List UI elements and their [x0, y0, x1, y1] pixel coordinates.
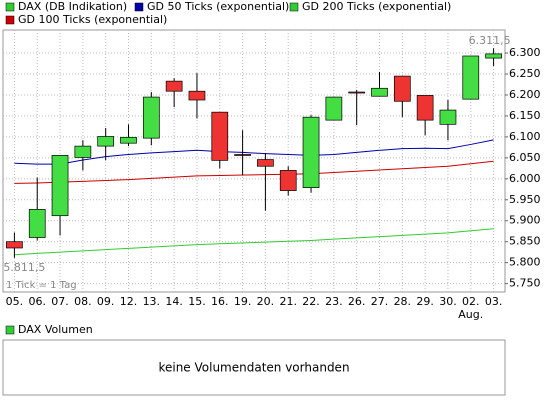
high-label: 6.311,5 — [469, 34, 511, 47]
y-tick-label: 6.000 — [509, 172, 541, 185]
x-tick-label: 23. — [325, 295, 343, 308]
y-tick-label: 5.850 — [509, 235, 541, 248]
x-tick-label: 26. — [348, 295, 366, 308]
legend-swatch — [5, 325, 15, 335]
moving-average-line — [14, 139, 494, 165]
legend-label: GD 50 Ticks (exponential) — [147, 0, 289, 13]
y-tick-label: 6.100 — [509, 130, 541, 143]
candle-body — [416, 95, 434, 121]
x-tick-label: 08. — [74, 295, 92, 308]
candle-body — [348, 91, 366, 94]
x-tick-label: 14. — [165, 295, 183, 308]
candle-body — [188, 90, 206, 101]
month-label: Aug. — [458, 308, 483, 321]
legend-label: DAX Volumen — [18, 323, 93, 336]
y-tick-label: 5.750 — [509, 277, 541, 290]
x-tick-label: 05. — [6, 295, 24, 308]
x-tick-label: 07. — [51, 295, 69, 308]
candle-body — [462, 55, 480, 100]
x-tick-label: 15. — [188, 295, 206, 308]
volume-area — [2, 339, 506, 396]
tick-note: 1 Tick = 1 Tag — [6, 280, 77, 291]
candle-body — [325, 96, 343, 121]
candle-body — [257, 159, 274, 167]
candle-body — [485, 53, 502, 59]
x-tick-label: 02. — [462, 295, 480, 308]
candle-body — [51, 154, 69, 217]
low-label: 5.811,5 — [3, 261, 45, 274]
candle-body — [234, 154, 251, 156]
x-tick-label: 13. — [143, 295, 161, 308]
x-tick-label: 22. — [302, 295, 320, 308]
y-tick-label: 6.250 — [509, 67, 541, 80]
legend-swatch — [5, 15, 15, 25]
candle-body — [439, 109, 457, 125]
x-tick-label: 20. — [257, 295, 275, 308]
candle-body — [142, 96, 160, 139]
y-tick-label: 6.050 — [509, 151, 541, 164]
x-tick-label: 06. — [28, 295, 46, 308]
candle-body — [371, 87, 388, 97]
y-tick-label: 5.950 — [509, 193, 541, 206]
legend-swatch — [289, 2, 299, 12]
x-tick-label: 27. — [371, 295, 389, 308]
volume-message: keine Volumendaten vorhanden — [158, 361, 349, 375]
legend-label: GD 200 Ticks (exponential) — [302, 0, 451, 13]
candle-body — [302, 116, 320, 188]
x-tick-label: 03. — [485, 295, 503, 308]
x-tick-label: 29. — [416, 295, 434, 308]
y-tick-label: 6.200 — [509, 88, 541, 101]
moving-average-line — [14, 160, 494, 184]
candle-body — [165, 80, 183, 92]
x-tick-label: 28. — [394, 295, 412, 308]
candle-body — [28, 209, 46, 238]
x-tick-label: 12. — [120, 295, 138, 308]
legend-swatch — [5, 2, 15, 12]
candle-body — [120, 136, 137, 144]
y-tick-label: 5.800 — [509, 256, 541, 269]
candle-body — [97, 136, 115, 147]
x-tick-label: 16. — [211, 295, 229, 308]
x-tick-label: 09. — [97, 295, 115, 308]
candle-body — [6, 241, 23, 249]
plot-area — [2, 29, 506, 293]
legend-label: GD 100 Ticks (exponential) — [18, 13, 167, 26]
candle-body — [279, 170, 297, 191]
candle-body — [393, 75, 411, 102]
y-tick-label: 6.150 — [509, 109, 541, 122]
x-tick-label: 30. — [439, 295, 457, 308]
candle-body — [211, 111, 229, 161]
legend-swatch — [134, 2, 144, 12]
x-tick-label: 19. — [234, 295, 252, 308]
legend-label: DAX (DB Indikation) — [18, 0, 127, 13]
y-tick-label: 6.300 — [509, 46, 541, 59]
y-tick-label: 5.900 — [509, 214, 541, 227]
x-tick-label: 21. — [279, 295, 297, 308]
candle-body — [74, 145, 92, 158]
moving-average-line — [14, 228, 494, 256]
